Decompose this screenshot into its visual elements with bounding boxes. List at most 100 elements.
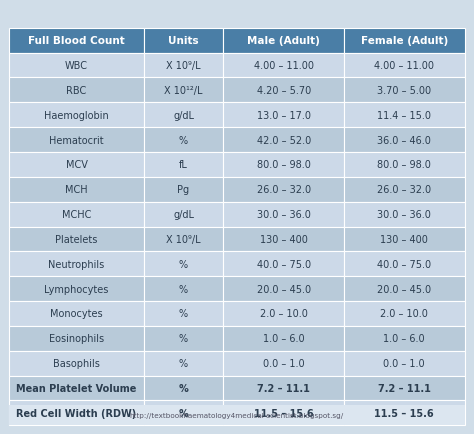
Bar [223, 401, 344, 425]
Bar [9, 202, 144, 227]
Text: Monocytes: Monocytes [50, 309, 103, 319]
Text: 1.0 – 6.0: 1.0 – 6.0 [383, 334, 425, 344]
Text: 40.0 – 75.0: 40.0 – 75.0 [256, 259, 310, 269]
Bar [9, 227, 144, 252]
Text: g/dL: g/dL [173, 111, 194, 120]
Bar [344, 401, 465, 425]
Bar [344, 227, 465, 252]
Bar [344, 326, 465, 351]
Text: 2.0 – 10.0: 2.0 – 10.0 [260, 309, 308, 319]
Bar [344, 376, 465, 401]
Text: Haemoglobin: Haemoglobin [44, 111, 109, 120]
Bar [223, 29, 344, 53]
Bar [223, 252, 344, 276]
Text: 7.2 – 11.1: 7.2 – 11.1 [378, 383, 431, 393]
Bar [223, 227, 344, 252]
Bar [344, 276, 465, 301]
Text: 4.00 – 11.00: 4.00 – 11.00 [374, 61, 434, 71]
Bar [223, 351, 344, 376]
Text: Female (Adult): Female (Adult) [361, 36, 448, 46]
Text: %: % [179, 358, 188, 368]
Text: Pg: Pg [177, 185, 190, 195]
Text: 2.0 – 10.0: 2.0 – 10.0 [380, 309, 428, 319]
Bar [9, 103, 144, 128]
Bar [223, 276, 344, 301]
Bar [144, 252, 223, 276]
Text: %: % [179, 259, 188, 269]
Text: 36.0 – 46.0: 36.0 – 46.0 [377, 135, 431, 145]
Text: Eosinophils: Eosinophils [49, 334, 104, 344]
Text: %: % [179, 383, 188, 393]
Bar [344, 301, 465, 326]
Bar [9, 301, 144, 326]
Text: g/dL: g/dL [173, 210, 194, 220]
Bar [144, 401, 223, 425]
Text: %: % [179, 135, 188, 145]
Text: 26.0 – 32.0: 26.0 – 32.0 [256, 185, 310, 195]
Bar [9, 178, 144, 202]
Bar [344, 78, 465, 103]
Bar [9, 128, 144, 153]
Text: %: % [179, 334, 188, 344]
Text: 26.0 – 32.0: 26.0 – 32.0 [377, 185, 431, 195]
Text: fL: fL [179, 160, 188, 170]
Bar [9, 405, 465, 425]
Bar [144, 351, 223, 376]
Text: %: % [179, 284, 188, 294]
Bar [144, 202, 223, 227]
Text: Basophils: Basophils [53, 358, 100, 368]
Text: Red Cell Width (RDW): Red Cell Width (RDW) [17, 408, 137, 418]
Text: 80.0 – 98.0: 80.0 – 98.0 [377, 160, 431, 170]
Text: 4.20 – 5.70: 4.20 – 5.70 [256, 85, 311, 95]
Bar [9, 153, 144, 178]
Text: 11.5 – 15.6: 11.5 – 15.6 [374, 408, 434, 418]
Bar [9, 276, 144, 301]
Bar [144, 227, 223, 252]
Bar [144, 326, 223, 351]
Bar [9, 252, 144, 276]
Bar [344, 53, 465, 78]
Text: Lymphocytes: Lymphocytes [45, 284, 109, 294]
Text: MCHC: MCHC [62, 210, 91, 220]
Text: 0.0 – 1.0: 0.0 – 1.0 [383, 358, 425, 368]
Text: Mean Platelet Volume: Mean Platelet Volume [17, 383, 137, 393]
Bar [344, 178, 465, 202]
Text: Hematocrit: Hematocrit [49, 135, 104, 145]
Bar [9, 401, 144, 425]
Text: 11.5 – 15.6: 11.5 – 15.6 [254, 408, 313, 418]
Text: Platelets: Platelets [55, 234, 98, 244]
Text: MCV: MCV [66, 160, 88, 170]
Text: 1.0 – 6.0: 1.0 – 6.0 [263, 334, 304, 344]
Bar [144, 376, 223, 401]
Bar [223, 301, 344, 326]
Text: 4.00 – 11.00: 4.00 – 11.00 [254, 61, 314, 71]
Text: %: % [179, 408, 188, 418]
Text: 130 – 400: 130 – 400 [380, 234, 428, 244]
Text: 11.4 – 15.0: 11.4 – 15.0 [377, 111, 431, 120]
Text: 20.0 – 45.0: 20.0 – 45.0 [256, 284, 310, 294]
Text: Neutrophils: Neutrophils [48, 259, 105, 269]
Bar [223, 53, 344, 78]
Bar [144, 276, 223, 301]
Text: 0.0 – 1.0: 0.0 – 1.0 [263, 358, 304, 368]
Bar [144, 128, 223, 153]
Bar [344, 351, 465, 376]
Bar [9, 53, 144, 78]
Bar [223, 103, 344, 128]
Text: WBC: WBC [65, 61, 88, 71]
Bar [9, 29, 144, 53]
Bar [9, 351, 144, 376]
Bar [223, 376, 344, 401]
Bar [223, 128, 344, 153]
Text: X 10¹²/L: X 10¹²/L [164, 85, 203, 95]
Bar [9, 326, 144, 351]
Bar [9, 78, 144, 103]
Text: 40.0 – 75.0: 40.0 – 75.0 [377, 259, 431, 269]
Bar [144, 53, 223, 78]
Bar [144, 301, 223, 326]
Bar [223, 78, 344, 103]
Text: Units: Units [168, 36, 199, 46]
Bar [344, 103, 465, 128]
Bar [223, 153, 344, 178]
Text: Male (Adult): Male (Adult) [247, 36, 320, 46]
